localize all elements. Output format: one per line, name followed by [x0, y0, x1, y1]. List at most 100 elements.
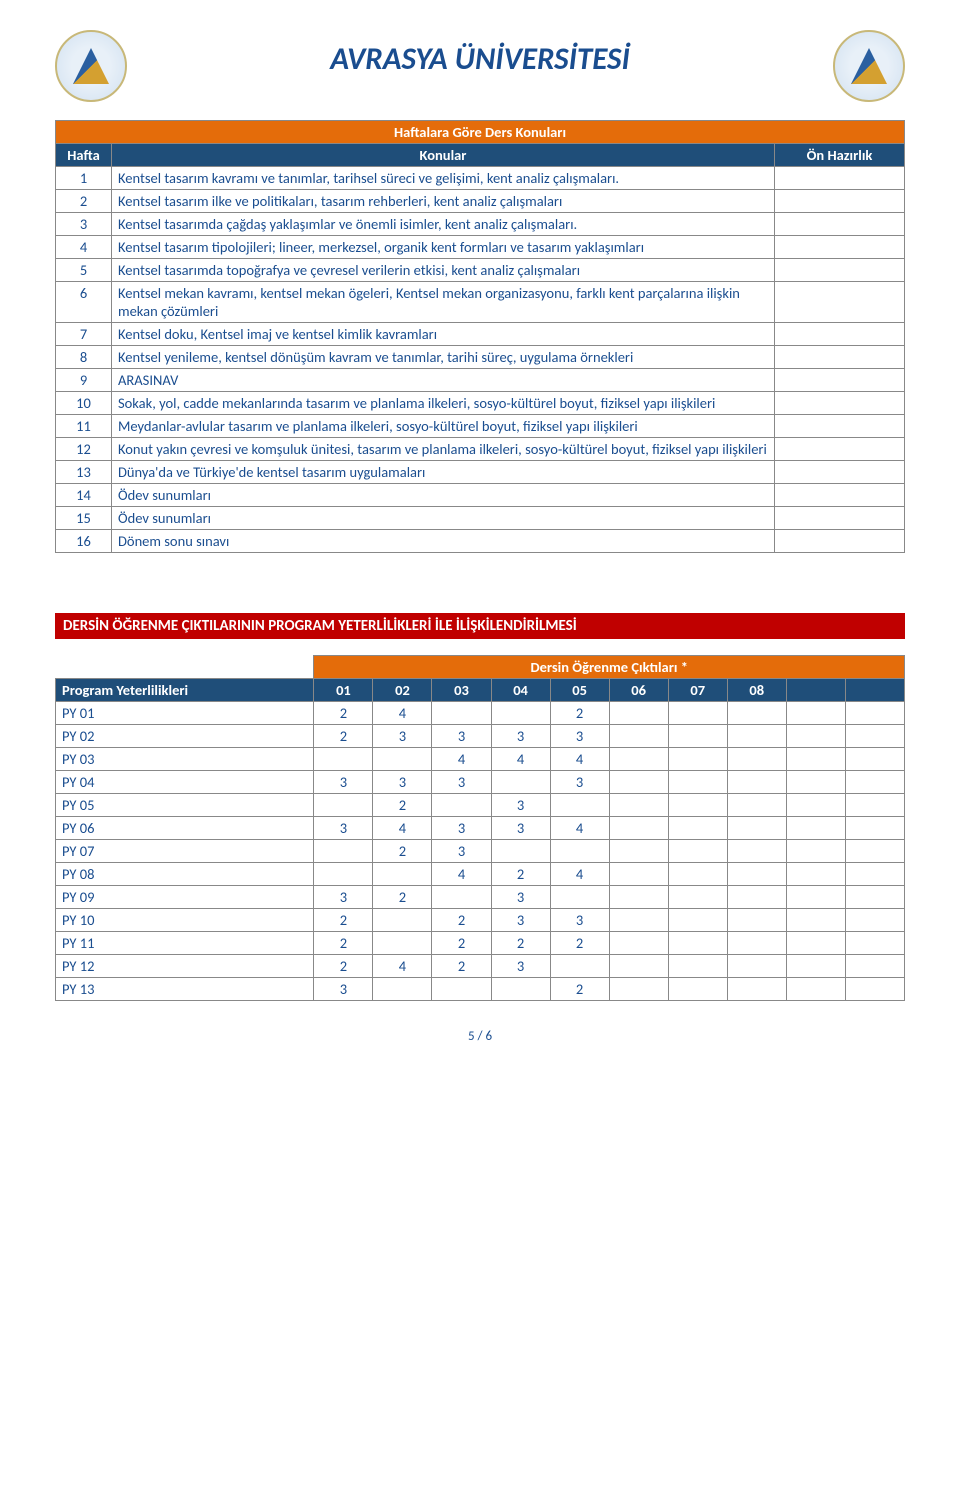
py-label: PY 06	[56, 817, 314, 840]
week-topic: Konut yakın çevresi ve komşuluk ünitesi,…	[112, 438, 775, 461]
matrix-cell	[373, 932, 432, 955]
matrix-col-header: 03	[432, 679, 491, 702]
py-label: PY 02	[56, 725, 314, 748]
matrix-cell-blank	[845, 886, 904, 909]
matrix-cell-blank	[845, 702, 904, 725]
table-row: PY 09323	[56, 886, 905, 909]
matrix-cell-blank	[786, 748, 845, 771]
matrix-cell: 4	[432, 863, 491, 886]
table-row: 1Kentsel tasarım kavramı ve tanımlar, ta…	[56, 167, 905, 190]
table-row: 3Kentsel tasarımda çağdaş yaklaşımlar ve…	[56, 213, 905, 236]
week-prep	[775, 438, 905, 461]
table-row: 4Kentsel tasarım tipolojileri; lineer, m…	[56, 236, 905, 259]
competency-matrix-table: Dersin Öğrenme Çıktıları * Program Yeter…	[55, 655, 905, 1001]
week-prep	[775, 369, 905, 392]
table-row: PY 102233	[56, 909, 905, 932]
matrix-cell	[727, 932, 786, 955]
matrix-cell	[550, 840, 609, 863]
week-prep	[775, 213, 905, 236]
matrix-cell	[373, 863, 432, 886]
matrix-cell: 2	[550, 702, 609, 725]
py-label: PY 12	[56, 955, 314, 978]
page-number: 5 / 6	[55, 1029, 905, 1044]
matrix-cell-blank	[786, 817, 845, 840]
matrix-cell: 3	[314, 817, 373, 840]
matrix-cell: 3	[550, 771, 609, 794]
matrix-cell	[373, 978, 432, 1001]
week-prep	[775, 461, 905, 484]
table-row: PY 0223333	[56, 725, 905, 748]
matrix-cell	[727, 863, 786, 886]
matrix-cell	[314, 748, 373, 771]
matrix-cell	[668, 978, 727, 1001]
matrix-cell: 4	[373, 955, 432, 978]
py-label: PY 09	[56, 886, 314, 909]
matrix-cell: 2	[314, 702, 373, 725]
matrix-cell	[727, 702, 786, 725]
matrix-cell	[432, 886, 491, 909]
matrix-cell	[550, 794, 609, 817]
matrix-cell: 4	[373, 702, 432, 725]
matrix-cell	[609, 932, 668, 955]
matrix-cell	[727, 771, 786, 794]
matrix-cell: 3	[491, 955, 550, 978]
col-prep: Ön Hazırlık	[775, 144, 905, 167]
week-topic: Kentsel mekan kavramı, kentsel mekan öge…	[112, 282, 775, 323]
table-row: 15Ödev sunumları	[56, 507, 905, 530]
matrix-cell	[668, 955, 727, 978]
matrix-cell	[550, 955, 609, 978]
matrix-cell-blank	[845, 863, 904, 886]
weekly-topics-table: Haftalara Göre Ders Konuları Hafta Konul…	[55, 120, 905, 553]
week-topic: Dönem sonu sınavı	[112, 530, 775, 553]
matrix-col-header: 05	[550, 679, 609, 702]
matrix-cell	[609, 771, 668, 794]
table-row: 5Kentsel tasarımda topoğrafya ve çevrese…	[56, 259, 905, 282]
matrix-cell-blank	[845, 840, 904, 863]
week-number: 10	[56, 392, 112, 415]
week-number: 14	[56, 484, 112, 507]
matrix-cell	[668, 702, 727, 725]
py-label: PY 07	[56, 840, 314, 863]
week-prep	[775, 190, 905, 213]
matrix-cell: 3	[432, 817, 491, 840]
week-number: 5	[56, 259, 112, 282]
matrix-cell-blank	[786, 725, 845, 748]
matrix-cell	[727, 794, 786, 817]
matrix-cell-blank	[845, 771, 904, 794]
matrix-cell-blank	[845, 748, 904, 771]
matrix-cell: 4	[432, 748, 491, 771]
py-label: PY 13	[56, 978, 314, 1001]
matrix-cell	[609, 725, 668, 748]
week-prep	[775, 530, 905, 553]
matrix-cell	[668, 817, 727, 840]
week-topic: Kentsel tasarımda çağdaş yaklaşımlar ve …	[112, 213, 775, 236]
matrix-cell: 2	[373, 886, 432, 909]
matrix-cell: 2	[491, 932, 550, 955]
matrix-cell	[491, 702, 550, 725]
col-topic: Konular	[112, 144, 775, 167]
week-number: 3	[56, 213, 112, 236]
py-label: PY 05	[56, 794, 314, 817]
matrix-cell-blank	[786, 702, 845, 725]
matrix-col-header-blank	[845, 679, 904, 702]
matrix-cell: 2	[491, 863, 550, 886]
week-topic: Meydanlar-avlular tasarım ve planlama il…	[112, 415, 775, 438]
week-prep	[775, 167, 905, 190]
table-row: 7Kentsel doku, Kentsel imaj ve kentsel k…	[56, 323, 905, 346]
university-logo-right	[833, 30, 905, 102]
table-row: 12Konut yakın çevresi ve komşuluk ünites…	[56, 438, 905, 461]
matrix-cell: 2	[432, 932, 491, 955]
matrix-cell-blank	[845, 817, 904, 840]
matrix-cell	[668, 840, 727, 863]
university-logo-left	[55, 30, 127, 102]
matrix-cell: 3	[550, 909, 609, 932]
table-row: 13Dünya'da ve Türkiye'de kentsel tasarım…	[56, 461, 905, 484]
matrix-cell: 2	[314, 955, 373, 978]
week-topic: Kentsel tasarım ilke ve politikaları, ta…	[112, 190, 775, 213]
matrix-super-header: Dersin Öğrenme Çıktıları *	[314, 656, 905, 679]
matrix-cell: 4	[550, 817, 609, 840]
table-row: 16Dönem sonu sınavı	[56, 530, 905, 553]
matrix-cell	[609, 978, 668, 1001]
week-prep	[775, 259, 905, 282]
table-row: 10Sokak, yol, cadde mekanlarında tasarım…	[56, 392, 905, 415]
